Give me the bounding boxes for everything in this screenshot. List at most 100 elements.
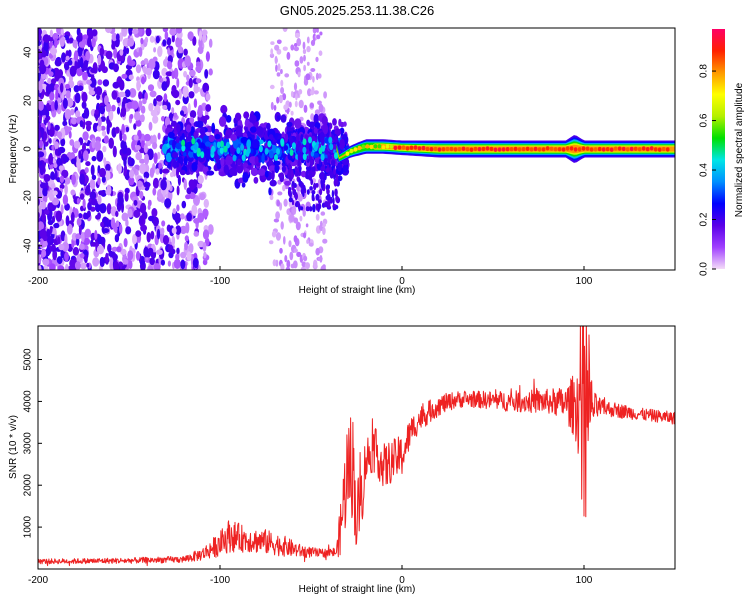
spectrogram-cell bbox=[533, 146, 538, 152]
spectrogram-cell bbox=[147, 84, 155, 92]
spectrogram-cell bbox=[385, 144, 390, 149]
spectrogram-cell bbox=[218, 116, 227, 127]
spectrogram-cell bbox=[191, 204, 198, 216]
spectrogram-cell bbox=[117, 195, 124, 207]
spectrogram-cell bbox=[545, 146, 550, 151]
spectrogram-cell bbox=[161, 81, 168, 92]
spectrogram-cell bbox=[139, 215, 144, 225]
spectrogram-cell bbox=[176, 78, 180, 88]
snr-ylabel: SNR (10 * v/v) bbox=[8, 415, 19, 479]
spectrogram-cell bbox=[128, 260, 133, 270]
spectrogram-ytick-label: 20 bbox=[23, 95, 34, 107]
spectrogram-cell bbox=[300, 170, 307, 178]
spectrogram-cell bbox=[331, 159, 336, 167]
spectrogram-cell bbox=[65, 55, 70, 61]
spectrogram-cell bbox=[38, 265, 42, 270]
spectrogram-cell bbox=[313, 90, 319, 95]
spectrogram-cell bbox=[185, 136, 193, 142]
spectrogram-cell bbox=[150, 109, 158, 117]
snr-panel: -200 -100 0 100 1000 2000 3000 4000 5000 Height … bbox=[8, 325, 676, 595]
spectrogram-cell bbox=[58, 165, 64, 171]
spectrogram-cell bbox=[325, 168, 330, 173]
spectrogram-cell bbox=[205, 93, 211, 101]
spectrogram-cell bbox=[117, 163, 122, 175]
spectrogram-cell bbox=[116, 246, 122, 253]
spectrogram-cell bbox=[153, 152, 158, 164]
spectrogram-cell bbox=[55, 210, 63, 222]
spectrogram-cell bbox=[38, 100, 44, 111]
spectrogram-cell bbox=[197, 46, 204, 55]
spectrogram-cell bbox=[245, 150, 250, 157]
spectrogram-cell bbox=[401, 145, 406, 150]
spectrogram-cell bbox=[225, 141, 230, 149]
spectrogram-cell bbox=[268, 165, 276, 173]
spectrogram-cell bbox=[283, 198, 288, 207]
spectrogram-cell bbox=[82, 131, 89, 141]
spectrogram-cell bbox=[333, 173, 336, 180]
spectrogram-cell bbox=[302, 184, 306, 192]
spectrogram-cell bbox=[357, 145, 362, 151]
spectrogram-cell bbox=[152, 187, 157, 196]
spectrogram-cell bbox=[288, 163, 291, 169]
spectrogram-cell bbox=[282, 93, 287, 101]
spectrogram-cell bbox=[290, 263, 295, 269]
spectrogram-cell bbox=[315, 72, 319, 81]
spectrogram-cell bbox=[171, 227, 177, 235]
spectrogram-cell bbox=[264, 147, 269, 155]
spectrogram-cell bbox=[549, 146, 554, 151]
spectrogram-cell bbox=[270, 48, 274, 55]
spectrogram-cell bbox=[111, 42, 116, 50]
spectrogram-cell bbox=[90, 74, 95, 81]
spectrogram-cell bbox=[276, 115, 281, 121]
spectrogram-cell bbox=[405, 146, 410, 151]
spectrogram-cell bbox=[97, 79, 103, 86]
spectrogram-cell bbox=[160, 259, 165, 266]
spectrogram-cell bbox=[593, 147, 598, 152]
spectrogram-cell bbox=[289, 149, 294, 157]
spectrogram-cell bbox=[201, 29, 208, 36]
spectrogram-cell bbox=[310, 89, 315, 96]
spectrogram-cell bbox=[465, 147, 470, 152]
spectrogram-cell bbox=[319, 255, 323, 263]
spectrogram-cell bbox=[180, 251, 187, 259]
spectrogram-cell bbox=[310, 39, 316, 47]
spectrogram-cell bbox=[111, 104, 116, 112]
spectrogram-cell bbox=[166, 61, 173, 70]
spectrogram-cell bbox=[393, 145, 398, 151]
spectrogram-cell bbox=[274, 44, 280, 51]
spectrogram-cell bbox=[313, 144, 318, 152]
spectrogram-cell bbox=[162, 104, 168, 110]
spectrogram-cell bbox=[96, 124, 102, 132]
spectrogram-cell bbox=[345, 151, 350, 156]
spectrogram-cell bbox=[197, 104, 203, 114]
spectrogram-cell bbox=[274, 163, 280, 174]
spectrogram-cell bbox=[113, 47, 118, 59]
spectrogram-cell bbox=[204, 237, 210, 247]
spectrogram-cell bbox=[200, 151, 205, 159]
spectrogram-cell bbox=[123, 238, 128, 248]
spectrogram-cell bbox=[184, 55, 192, 67]
spectrogram-cell bbox=[613, 146, 618, 151]
spectrogram-cell bbox=[281, 165, 286, 173]
spectrogram-cell bbox=[322, 226, 326, 236]
spectrogram-cell bbox=[219, 147, 224, 155]
spectrogram-cell bbox=[268, 187, 272, 196]
spectrogram-cell bbox=[192, 36, 197, 46]
spectrogram-cell bbox=[173, 67, 179, 80]
spectrogram-cell bbox=[293, 183, 297, 188]
spectrogram-cell bbox=[129, 169, 135, 179]
spectrogram-cell bbox=[41, 50, 47, 58]
spectrogram-cell bbox=[288, 197, 293, 203]
spectrogram-cell bbox=[294, 171, 299, 177]
spectrogram-cell bbox=[303, 64, 306, 72]
spectrogram-cell bbox=[235, 125, 243, 136]
spectrogram-cell bbox=[329, 143, 334, 151]
spectrogram-cell bbox=[101, 130, 107, 137]
spectrogram-cell bbox=[46, 246, 51, 257]
spectrogram-cell bbox=[102, 228, 110, 234]
spectrogram-cell bbox=[302, 138, 307, 146]
spectrogram-cell bbox=[306, 45, 311, 53]
spectrogram-cell bbox=[133, 123, 137, 130]
spectrogram-cell bbox=[306, 61, 310, 66]
spectrogram-cell bbox=[193, 231, 200, 237]
